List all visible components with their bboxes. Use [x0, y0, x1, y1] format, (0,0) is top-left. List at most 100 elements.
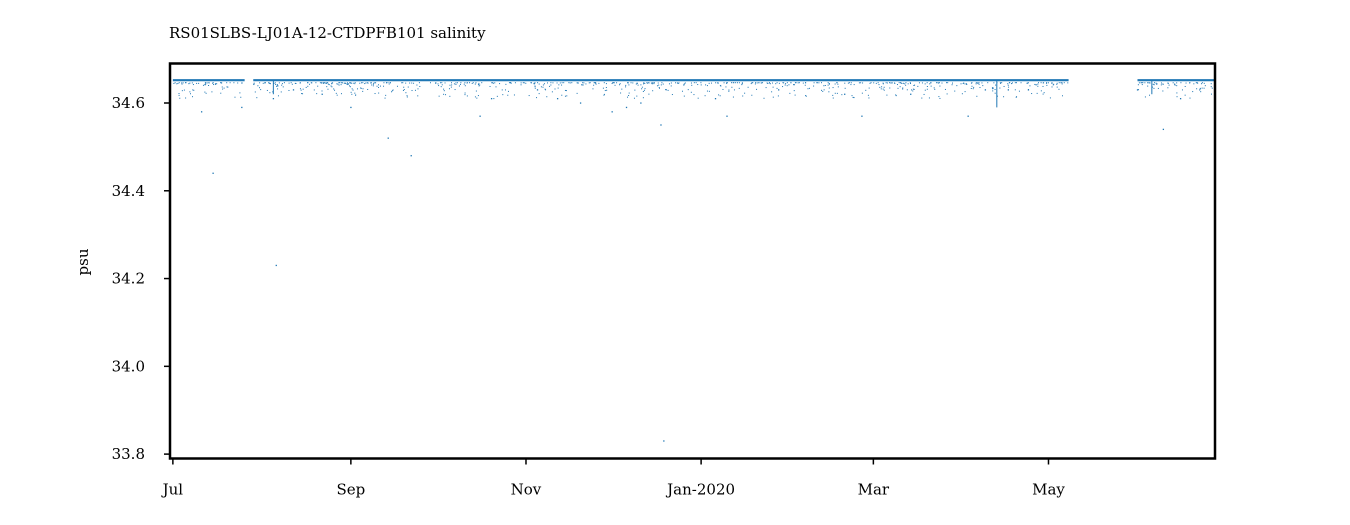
speckle: [507, 94, 509, 96]
speckle: [885, 82, 887, 84]
speckle: [962, 83, 964, 85]
speckle: [181, 90, 183, 92]
speckle: [1003, 96, 1005, 98]
speckle: [564, 89, 566, 91]
speckle: [882, 83, 884, 85]
speckle: [625, 86, 627, 88]
speckle: [1137, 84, 1139, 86]
speckle: [616, 82, 618, 84]
speckle: [732, 96, 734, 98]
outlier-point: [1007, 89, 1009, 91]
speckle: [326, 82, 328, 84]
speckle: [1154, 82, 1156, 84]
speckle: [832, 97, 834, 99]
speckle: [751, 82, 753, 84]
speckle: [343, 82, 345, 84]
speckle: [797, 82, 799, 84]
speckle: [185, 97, 187, 99]
speckle: [1174, 84, 1176, 86]
speckle: [970, 82, 972, 84]
speckle: [262, 82, 264, 84]
speckle: [913, 84, 915, 86]
speckle: [301, 93, 303, 95]
speckle: [1011, 82, 1013, 84]
speckle: [603, 94, 605, 96]
speckle: [690, 91, 692, 93]
speckle: [335, 92, 337, 94]
speckle: [489, 85, 491, 87]
speckle: [865, 89, 867, 91]
speckle: [179, 97, 181, 99]
speckle: [726, 82, 728, 84]
speckle: [860, 82, 862, 84]
speckle: [268, 82, 270, 84]
speckle: [706, 85, 708, 87]
speckle: [708, 82, 710, 84]
speckle: [776, 87, 778, 89]
speckle: [912, 88, 914, 90]
speckle: [619, 84, 621, 86]
speckle: [354, 92, 356, 94]
speckle: [407, 86, 409, 88]
speckle: [347, 84, 349, 86]
speckle: [1203, 87, 1205, 89]
speckle: [561, 84, 563, 86]
speckle: [510, 82, 512, 84]
speckle: [650, 82, 652, 84]
speckle: [901, 82, 903, 84]
speckle: [174, 82, 176, 84]
speckle: [204, 84, 206, 86]
speckle: [349, 82, 351, 84]
speckle: [401, 82, 403, 84]
speckle: [700, 82, 702, 84]
speckle: [658, 87, 660, 89]
speckle: [496, 95, 498, 97]
speckle: [450, 86, 452, 88]
speckle: [559, 82, 561, 84]
speckle: [403, 89, 405, 91]
speckle: [173, 82, 175, 84]
speckle: [996, 95, 998, 97]
speckle: [370, 82, 372, 84]
speckle: [816, 82, 818, 84]
speckle: [544, 88, 546, 90]
speckle: [291, 83, 293, 85]
speckle: [828, 87, 830, 89]
speckle: [612, 82, 614, 84]
speckle: [307, 82, 309, 84]
speckle: [196, 82, 198, 84]
speckle: [1181, 89, 1183, 91]
speckle: [754, 83, 756, 85]
speckle: [1051, 86, 1053, 88]
speckle: [636, 95, 638, 97]
speckle: [565, 90, 567, 92]
speckle: [216, 83, 218, 85]
speckle: [281, 84, 283, 86]
speckle: [904, 83, 906, 85]
speckle: [844, 87, 846, 89]
speckle: [354, 83, 356, 85]
speckle: [1176, 82, 1178, 84]
speckle: [1011, 83, 1013, 85]
speckle: [1007, 83, 1009, 85]
speckle: [177, 82, 179, 84]
speckle: [963, 82, 965, 84]
speckle: [542, 86, 544, 88]
speckle: [438, 95, 440, 97]
speckle: [794, 82, 796, 84]
speckle: [402, 89, 404, 91]
speckle: [534, 85, 536, 87]
speckle: [327, 88, 329, 90]
speckle: [1144, 82, 1146, 84]
speckle: [185, 82, 187, 84]
x-tick-label: Jul: [161, 481, 184, 499]
speckle: [868, 87, 870, 89]
outlier-point: [212, 172, 214, 174]
speckle: [782, 82, 784, 84]
speckle: [1047, 82, 1049, 84]
outlier-point: [844, 93, 846, 95]
speckle: [439, 82, 441, 84]
speckle: [383, 82, 385, 84]
speckle: [636, 82, 638, 84]
speckle: [994, 92, 996, 94]
